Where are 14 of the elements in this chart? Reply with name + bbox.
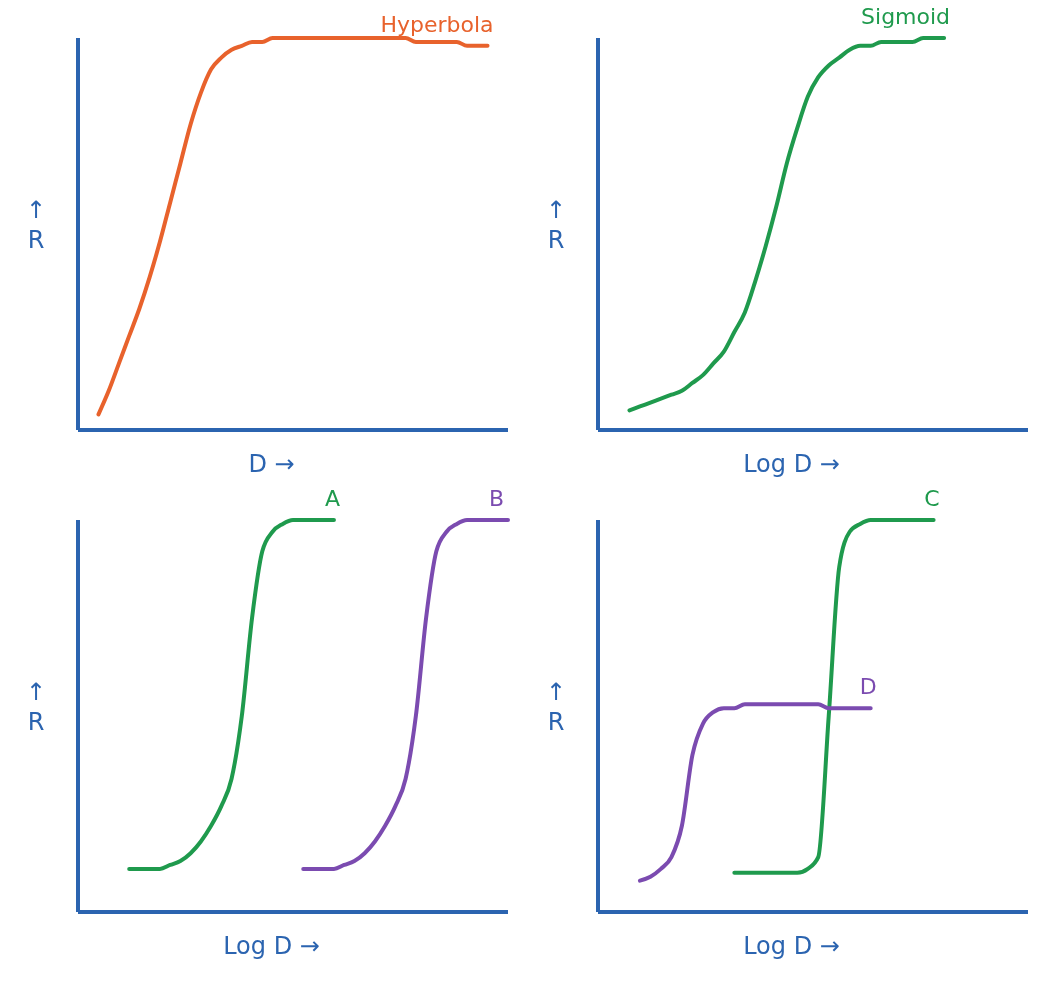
series-label: Hyperbola [380,11,494,37]
series-label: Sigmoid [861,4,951,29]
x-axis-title: Log D → [743,450,840,478]
y-axis-title: ↑ R [545,196,567,254]
y-axis-title: ↑ R [545,678,567,736]
x-axis-title: Log D → [743,932,840,960]
series-label: D [859,674,877,700]
y-axis-title: ↑ R [25,678,47,736]
series-label: A [324,486,340,511]
x-axis-title: D → [248,450,295,478]
x-axis-title: Log D → [223,932,320,960]
series-label: B [488,486,504,511]
series-label: C [924,486,940,511]
y-axis-title: ↑ R [25,196,47,254]
